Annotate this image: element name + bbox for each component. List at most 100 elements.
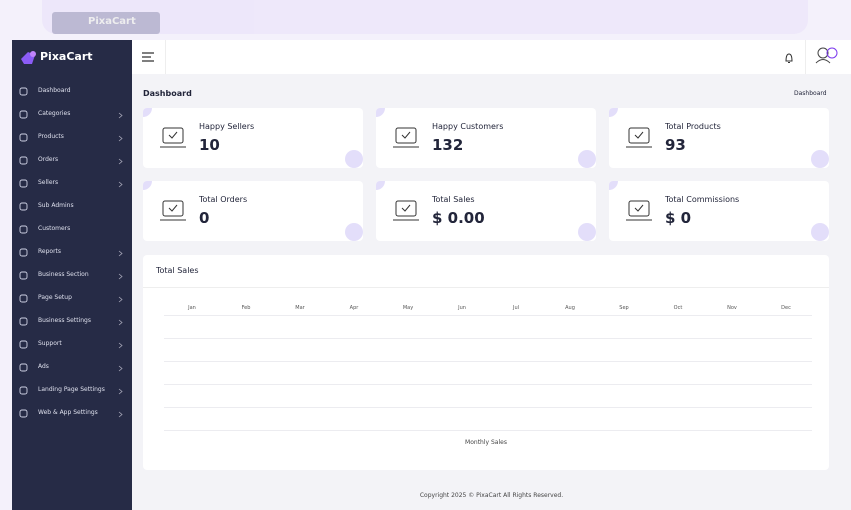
chevron	[118, 319, 123, 326]
decor	[578, 150, 596, 168]
card-title: Happy Sellers	[199, 122, 255, 131]
top-bar	[132, 40, 851, 74]
item-icon	[19, 271, 28, 280]
x-axis-label: Oct	[673, 305, 683, 311]
x-axis-label: Sep	[619, 305, 629, 311]
item-icon	[19, 340, 28, 349]
card-title: Total Sales	[432, 195, 475, 204]
stat-card: Happy Customers 132	[376, 108, 596, 168]
item-icon	[19, 87, 28, 96]
decor	[811, 223, 829, 241]
divider	[805, 40, 806, 74]
card-title: Total Orders	[199, 195, 248, 204]
background-window: PixaCart	[42, 0, 808, 34]
decor	[376, 181, 385, 190]
stat-card: Happy Sellers 10	[143, 108, 363, 168]
footer-copyright: Copyright 2025 © PixaCart All Rights Res…	[419, 492, 564, 499]
grid-line	[164, 384, 812, 385]
item-icon	[19, 294, 28, 303]
card-icon	[626, 200, 652, 221]
sidebar-item[interactable]: Business Settings	[12, 311, 132, 334]
card-value: 10	[199, 136, 220, 154]
chevron	[118, 365, 123, 372]
grid-line	[164, 430, 812, 431]
chart-legend: Monthly Sales	[465, 439, 507, 446]
brand-logo	[21, 51, 36, 64]
divider	[143, 287, 829, 288]
chevron	[118, 388, 123, 395]
sidebar-item[interactable]: Dashboard	[12, 81, 132, 104]
chevron	[118, 411, 123, 418]
brand-name: PixaCart	[40, 50, 93, 63]
card-value: 132	[432, 136, 464, 154]
breadcrumb[interactable]: Dashboard	[794, 90, 827, 97]
item-icon	[19, 110, 28, 119]
item-icon	[19, 133, 28, 142]
sidebar-item[interactable]: Products	[12, 127, 132, 150]
card-icon	[393, 127, 419, 148]
card-value: $ 0.00	[432, 209, 485, 227]
x-axis-label: Mar	[295, 305, 305, 311]
chevron	[118, 135, 123, 142]
page-title: Dashboard	[143, 89, 192, 98]
grid-line	[164, 315, 812, 316]
decor	[811, 150, 829, 168]
sidebar-item[interactable]: Sub Admins	[12, 196, 132, 219]
item-icon	[19, 317, 28, 326]
item-icon	[19, 363, 28, 372]
item-icon	[19, 386, 28, 395]
x-axis-label: Feb	[241, 305, 251, 311]
sidebar-item[interactable]: Sellers	[12, 173, 132, 196]
stat-card: Total Sales $ 0.00	[376, 181, 596, 241]
card-icon	[160, 127, 186, 148]
x-axis-label: Jan	[188, 305, 196, 311]
card-title: Total Commissions	[665, 195, 740, 204]
sidebar-item[interactable]: Support	[12, 334, 132, 357]
decor	[609, 181, 618, 190]
sidebar-item[interactable]: Categories	[12, 104, 132, 127]
sidebar-item[interactable]: Customers	[12, 219, 132, 242]
x-axis-label: May	[402, 305, 414, 311]
item-icon	[19, 179, 28, 188]
x-axis-label: Nov	[727, 305, 737, 311]
sidebar: PixaCart Dashboard Categories Products Orde…	[12, 40, 132, 510]
x-axis-label: Apr	[349, 305, 359, 311]
sidebar-item[interactable]: Reports	[12, 242, 132, 265]
divider	[165, 40, 166, 74]
sales-chart-card: Total Sales Jan Feb Mar Apr May Jun Jul Aug Sep O…	[143, 255, 829, 470]
back-brand: PixaCart	[52, 12, 160, 34]
decor	[345, 150, 363, 168]
sidebar-item[interactable]: Landing Page Settings	[12, 380, 132, 403]
chevron	[118, 296, 123, 303]
stat-card: Total Commissions $ 0	[609, 181, 829, 241]
grid-line	[164, 338, 812, 339]
decor	[143, 108, 152, 117]
app-window: PixaCart Dashboard Categories Products Orde…	[12, 40, 851, 510]
sidebar-item[interactable]: Page Setup	[12, 288, 132, 311]
decor	[376, 108, 385, 117]
item-icon	[19, 409, 28, 418]
card-icon	[393, 200, 419, 221]
decor	[578, 223, 596, 241]
chevron	[118, 112, 123, 119]
x-axis-label: Dec	[781, 305, 791, 311]
sidebar-item[interactable]: Web & App Settings	[12, 403, 132, 426]
sidebar-item[interactable]: Business Section	[12, 265, 132, 288]
chart-title: Total Sales	[156, 266, 199, 275]
stat-card: Total Orders 0	[143, 181, 363, 241]
card-icon	[626, 127, 652, 148]
notification-bell[interactable]	[784, 52, 794, 64]
chevron	[118, 342, 123, 349]
x-axis-label: Jul	[512, 305, 520, 311]
menu-toggle[interactable]	[142, 52, 156, 62]
sidebar-item[interactable]: Ads	[12, 357, 132, 380]
item-icon	[19, 248, 28, 257]
profile-icon[interactable]	[815, 46, 839, 64]
chevron	[118, 181, 123, 188]
x-axis-label: Jun	[458, 305, 466, 311]
item-icon	[19, 156, 28, 165]
sidebar-item[interactable]: Orders	[12, 150, 132, 173]
card-title: Happy Customers	[432, 122, 504, 131]
stat-card: Total Products 93	[609, 108, 829, 168]
